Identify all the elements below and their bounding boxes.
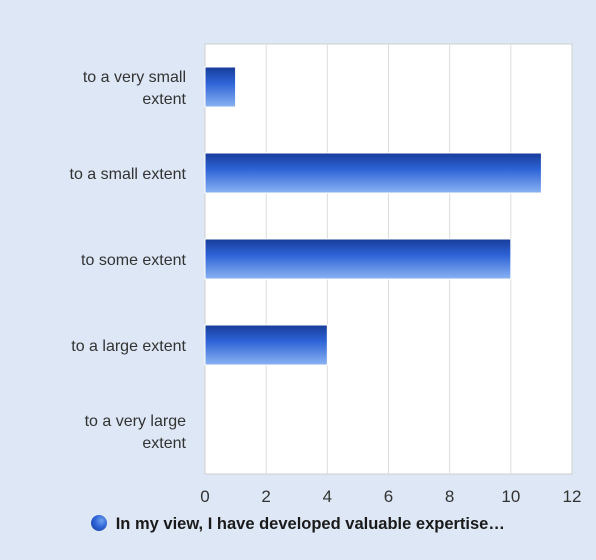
bar xyxy=(204,324,328,366)
legend: In my view, I have developed valuable ex… xyxy=(0,515,596,534)
x-tick-label: 8 xyxy=(445,487,454,506)
category-label: to a very large xyxy=(85,413,186,430)
bar xyxy=(204,238,512,280)
bars xyxy=(204,66,542,366)
category-label: extent xyxy=(142,91,186,108)
x-tick-label: 4 xyxy=(323,487,332,506)
x-tick-label: 12 xyxy=(563,487,582,506)
category-label: extent xyxy=(142,435,186,452)
x-axis-ticks: 0 2 4 6 8 10 12 xyxy=(200,487,581,506)
x-tick-label: 0 xyxy=(200,487,209,506)
x-tick-label: 6 xyxy=(384,487,393,506)
category-label: to a small extent xyxy=(70,166,187,183)
x-tick-label: 10 xyxy=(501,487,520,506)
category-label: to a very small xyxy=(83,69,186,86)
circle-marker-icon xyxy=(91,515,108,531)
x-tick-label: 2 xyxy=(261,487,270,506)
bar xyxy=(204,152,542,194)
legend-label: In my view, I have developed valuable ex… xyxy=(115,515,505,533)
category-label: to a large extent xyxy=(71,338,186,355)
category-label: to some extent xyxy=(81,252,187,269)
bar xyxy=(204,66,237,108)
category-labels: to a very small extent to a small extent to… xyxy=(70,69,187,452)
